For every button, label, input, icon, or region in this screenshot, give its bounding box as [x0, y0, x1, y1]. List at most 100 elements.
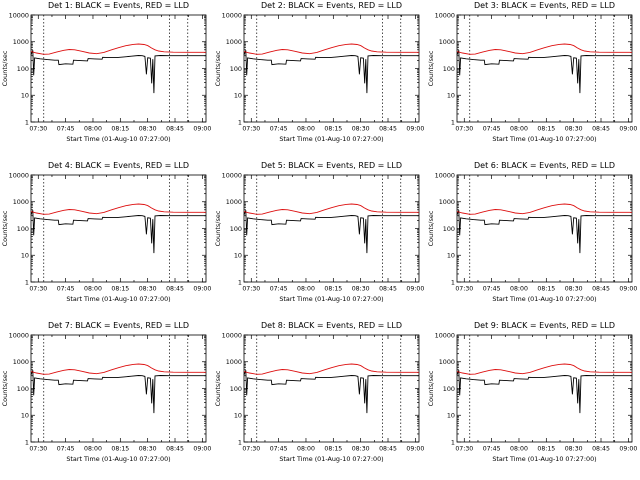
x-tick-label: 08:30 [352, 286, 370, 293]
x-tick-label: 08:00 [510, 126, 528, 133]
x-tick-label: 07:30 [29, 286, 47, 293]
x-tick-label: 07:30 [242, 286, 260, 293]
plot-box [243, 334, 420, 443]
x-tick-label: 08:15 [111, 126, 129, 133]
detector-panel-4: Det 4: BLACK = Events, RED = LLD 1 10 100 10… [0, 160, 213, 320]
x-tick-label: 08:30 [565, 446, 583, 453]
x-tick-label: 09:00 [193, 446, 211, 453]
plot-title: Det 3: BLACK = Events, RED = LLD [474, 1, 615, 10]
y-tick-label: 100 [17, 385, 29, 393]
plot-svg: 1 10 100 1000 10000 07:30 07:45 08:00 08:15 08:30… [214, 172, 424, 303]
x-tick-label: 07:45 [483, 446, 501, 453]
x-tick-label: 07:45 [57, 286, 75, 293]
plot-box [243, 14, 420, 123]
x-tick-label: 09:00 [193, 286, 211, 293]
y-tick-label: 10 [447, 252, 455, 260]
events-line [30, 210, 206, 254]
plot-box [456, 14, 633, 123]
y-tick-label: 10 [21, 252, 29, 260]
y-tick-label: 10 [234, 252, 242, 260]
y-tick-label: 10000 [9, 332, 29, 339]
plot-box [456, 174, 633, 283]
y-axis-label: Counts/sec [427, 210, 435, 246]
y-tick-label: 1000 [439, 358, 455, 366]
x-tick-label: 07:30 [29, 446, 47, 453]
x-tick-label: 08:45 [592, 446, 610, 453]
y-tick-label: 100 [230, 65, 242, 73]
x-axis-label: Start Time (01-Aug-10 07:27:00) [66, 135, 170, 143]
x-tick-label: 07:45 [57, 126, 75, 133]
x-tick-label: 08:15 [324, 126, 342, 133]
events-line [456, 370, 632, 414]
y-tick-label: 100 [230, 385, 242, 393]
x-axis-label: Start Time (01-Aug-10 07:27:00) [279, 135, 383, 143]
x-tick-label: 08:45 [592, 126, 610, 133]
x-tick-label: 08:45 [592, 286, 610, 293]
y-tick-label: 1000 [13, 38, 29, 46]
detector-panel-1: Det 1: BLACK = Events, RED = LLD 1 10 100 10… [0, 0, 213, 160]
detector-panel-8: Det 8: BLACK = Events, RED = LLD 1 10 100 10… [213, 320, 426, 480]
plot-svg: 1 10 100 1000 10000 07:30 07:45 08:00 08:15 08:30… [427, 12, 637, 143]
detector-panel-7: Det 7: BLACK = Events, RED = LLD 1 10 100 10… [0, 320, 213, 480]
x-tick-label: 09:00 [619, 126, 637, 133]
x-tick-label: 07:30 [29, 126, 47, 133]
x-tick-label: 08:15 [324, 286, 342, 293]
events-line [243, 50, 419, 94]
y-tick-label: 10000 [435, 172, 455, 179]
x-axis-label: Start Time (01-Aug-10 07:27:00) [66, 295, 170, 303]
y-axis-label: Counts/sec [1, 210, 9, 246]
y-tick-label: 100 [230, 225, 242, 233]
plot-svg: 1 10 100 1000 10000 07:30 07:45 08:00 08:15 08:30… [214, 12, 424, 143]
plot-title: Det 1: BLACK = Events, RED = LLD [48, 1, 189, 10]
x-axis-label: Start Time (01-Aug-10 07:27:00) [66, 455, 170, 463]
y-tick-label: 1000 [439, 38, 455, 46]
plot-box [456, 334, 633, 443]
events-line [243, 210, 419, 254]
plot-title: Det 7: BLACK = Events, RED = LLD [48, 321, 189, 330]
x-tick-label: 08:00 [297, 286, 315, 293]
events-line [30, 370, 206, 414]
plot-box [30, 334, 207, 443]
x-tick-label: 08:45 [379, 286, 397, 293]
x-axis-label: Start Time (01-Aug-10 07:27:00) [492, 295, 596, 303]
y-tick-label: 10000 [222, 12, 242, 19]
y-tick-label: 10000 [9, 172, 29, 179]
lld-line [456, 43, 632, 55]
x-tick-label: 08:30 [139, 446, 157, 453]
events-line [243, 370, 419, 414]
plot-title: Det 2: BLACK = Events, RED = LLD [261, 1, 402, 10]
x-tick-label: 07:45 [270, 446, 288, 453]
events-line [456, 50, 632, 94]
plot-box [30, 14, 207, 123]
y-tick-label: 1 [25, 438, 29, 446]
x-tick-label: 07:30 [242, 446, 260, 453]
lld-line [243, 363, 419, 375]
plot-box [30, 174, 207, 283]
x-tick-label: 08:00 [297, 126, 315, 133]
y-tick-label: 1 [25, 118, 29, 126]
y-tick-label: 10 [21, 412, 29, 420]
y-tick-label: 1000 [226, 38, 242, 46]
y-tick-label: 100 [443, 65, 455, 73]
x-tick-label: 08:15 [111, 446, 129, 453]
x-tick-label: 08:15 [537, 286, 555, 293]
x-tick-label: 08:00 [297, 446, 315, 453]
x-tick-label: 08:45 [166, 446, 184, 453]
x-tick-label: 08:15 [537, 446, 555, 453]
plot-title: Det 8: BLACK = Events, RED = LLD [261, 321, 402, 330]
x-tick-label: 07:30 [242, 126, 260, 133]
y-tick-label: 1 [238, 118, 242, 126]
plot-title: Det 9: BLACK = Events, RED = LLD [474, 321, 615, 330]
events-line [30, 50, 206, 94]
y-tick-label: 1 [451, 118, 455, 126]
x-tick-label: 07:45 [57, 446, 75, 453]
x-tick-label: 07:45 [483, 126, 501, 133]
x-tick-label: 07:45 [270, 286, 288, 293]
x-axis-label: Start Time (01-Aug-10 07:27:00) [279, 455, 383, 463]
x-tick-label: 07:30 [455, 126, 473, 133]
y-tick-label: 1000 [226, 358, 242, 366]
y-tick-label: 100 [17, 225, 29, 233]
lld-line [243, 203, 419, 215]
x-tick-label: 08:00 [510, 286, 528, 293]
detector-panel-9: Det 9: BLACK = Events, RED = LLD 1 10 100 10… [426, 320, 639, 480]
